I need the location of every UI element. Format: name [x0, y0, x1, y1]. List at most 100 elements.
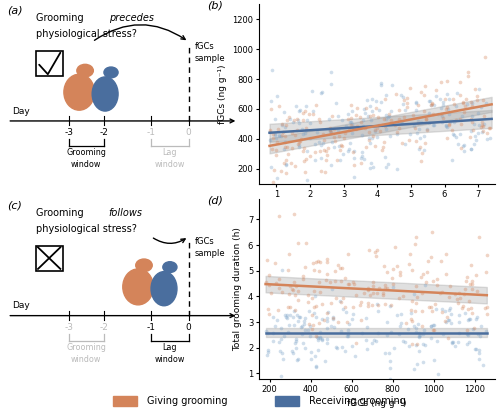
Point: [377, 80, 385, 86]
Point: [347, 122, 355, 128]
Point: [322, 147, 330, 154]
Point: [337, 298, 345, 305]
Point: [321, 169, 329, 175]
Point: [306, 321, 314, 327]
Point: [482, 269, 490, 276]
Point: [324, 145, 332, 151]
Point: [285, 251, 293, 258]
Ellipse shape: [92, 77, 118, 111]
Point: [413, 129, 421, 136]
Text: Grooming: Grooming: [66, 343, 106, 351]
Point: [372, 98, 380, 105]
Point: [468, 281, 475, 288]
Point: [300, 145, 308, 152]
Point: [486, 124, 494, 131]
Point: [365, 135, 373, 141]
Point: [461, 286, 469, 292]
Point: [340, 135, 348, 141]
Text: sample: sample: [194, 54, 226, 63]
Point: [272, 139, 280, 145]
Point: [312, 102, 320, 108]
Point: [434, 370, 442, 377]
Point: [416, 334, 424, 341]
Point: [307, 355, 315, 362]
Point: [298, 323, 306, 330]
Point: [456, 116, 464, 122]
Point: [382, 164, 390, 170]
Point: [278, 121, 286, 127]
Point: [336, 298, 344, 304]
Point: [434, 111, 442, 117]
Point: [296, 314, 304, 321]
Point: [272, 134, 280, 141]
Point: [290, 117, 298, 124]
Point: [467, 146, 475, 153]
Point: [268, 164, 276, 171]
Point: [422, 116, 430, 122]
Point: [291, 292, 299, 299]
Point: [334, 112, 342, 119]
Point: [481, 305, 489, 311]
Point: [358, 317, 366, 323]
Point: [382, 301, 390, 307]
Point: [359, 122, 367, 129]
Point: [430, 102, 438, 109]
Point: [266, 129, 274, 136]
Text: -2: -2: [100, 128, 108, 137]
Point: [416, 332, 424, 338]
Point: [445, 316, 453, 323]
Point: [410, 291, 418, 297]
Point: [408, 297, 416, 304]
Point: [266, 290, 274, 296]
Point: [428, 308, 436, 314]
Point: [370, 111, 378, 118]
Point: [292, 312, 300, 318]
Point: [344, 281, 352, 288]
Point: [397, 311, 405, 318]
Text: -3: -3: [64, 128, 73, 137]
Point: [475, 347, 483, 353]
Point: [394, 312, 402, 318]
Point: [391, 243, 399, 250]
Point: [292, 344, 300, 351]
Point: [428, 278, 436, 284]
Point: [450, 131, 458, 137]
Point: [276, 325, 284, 331]
Point: [414, 120, 422, 126]
Point: [454, 290, 462, 296]
Point: [299, 273, 307, 279]
Point: [332, 268, 340, 274]
Point: [318, 316, 326, 322]
Point: [278, 372, 285, 379]
Point: [478, 123, 486, 130]
Point: [360, 156, 368, 163]
Point: [294, 317, 302, 324]
Text: Day: Day: [12, 107, 30, 115]
Point: [482, 99, 490, 106]
Point: [472, 97, 480, 103]
Point: [271, 323, 279, 329]
Point: [464, 330, 471, 337]
Point: [374, 285, 382, 291]
Point: [294, 140, 302, 147]
Point: [415, 126, 423, 132]
Point: [423, 126, 431, 133]
Point: [312, 314, 320, 321]
Point: [468, 286, 476, 293]
Point: [446, 294, 454, 300]
Point: [281, 133, 289, 139]
Point: [311, 157, 319, 163]
Point: [302, 327, 310, 333]
Point: [298, 126, 306, 133]
Point: [372, 253, 380, 260]
Point: [269, 131, 277, 137]
Point: [448, 339, 456, 346]
Point: [446, 119, 454, 125]
Point: [443, 134, 451, 141]
Point: [468, 100, 476, 107]
Point: [468, 99, 475, 105]
Point: [306, 332, 314, 339]
Point: [306, 120, 314, 126]
Point: [446, 305, 454, 312]
Point: [388, 82, 396, 89]
